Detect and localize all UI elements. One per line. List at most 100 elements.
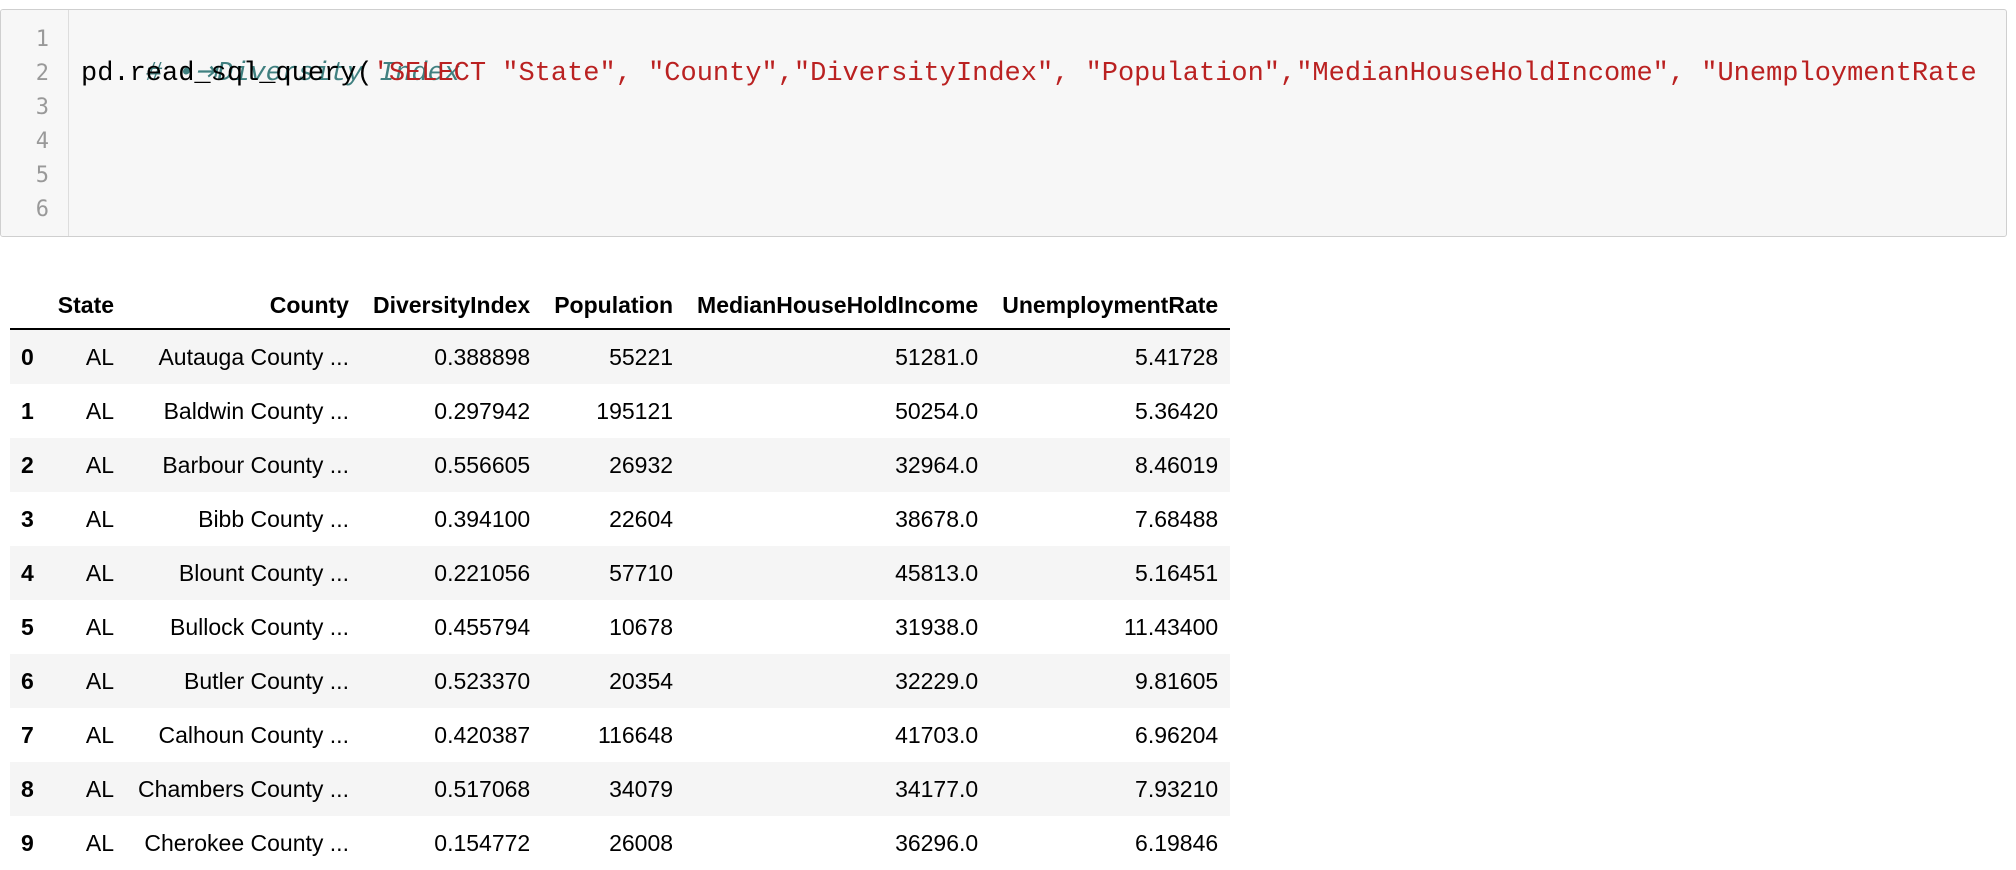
code-line-query[interactable]: pd.read_sql_query('SELECT "State", "Coun… bbox=[81, 57, 1977, 91]
cell-unemployment-rate: 6.19846 bbox=[1135, 829, 1219, 856]
cell-unemployment-rate: 5.16451 bbox=[1135, 559, 1219, 586]
cell-diversity-index: 0.420387 bbox=[434, 721, 531, 748]
row-index: 6 bbox=[21, 667, 34, 694]
cell-median-household-income: 32229.0 bbox=[895, 667, 979, 694]
column-header-county: County bbox=[126, 282, 361, 330]
cell-diversity-index: 0.394100 bbox=[434, 505, 531, 532]
cell-unemployment-rate: 11.43400 bbox=[1123, 613, 1219, 640]
cell-state: AL bbox=[85, 829, 115, 856]
cell-state: AL bbox=[85, 451, 115, 478]
cell-median-household-income: 38678.0 bbox=[895, 505, 979, 532]
cell-county: Cherokee County ... bbox=[144, 829, 349, 856]
cell-output: State County DiversityIndex Population M… bbox=[10, 282, 1231, 870]
cell-state: AL bbox=[85, 397, 115, 424]
cell-median-household-income: 45813.0 bbox=[895, 559, 979, 586]
code-function-call: pd.read_sql_query( bbox=[81, 59, 373, 89]
cell-state: AL bbox=[85, 613, 115, 640]
cell-unemployment-rate: 5.41728 bbox=[1135, 343, 1219, 370]
cell-median-household-income: 41703.0 bbox=[895, 721, 979, 748]
cell-county: Baldwin County ... bbox=[163, 397, 349, 424]
row-index: 7 bbox=[21, 721, 34, 748]
cell-population: 34079 bbox=[609, 775, 674, 802]
cell-median-household-income: 32964.0 bbox=[895, 451, 979, 478]
cell-diversity-index: 0.517068 bbox=[434, 775, 531, 802]
cell-county: Barbour County ... bbox=[162, 451, 349, 478]
row-index: 5 bbox=[21, 613, 34, 640]
cell-diversity-index: 0.297942 bbox=[434, 397, 531, 424]
row-index: 2 bbox=[21, 451, 34, 478]
code-cell-editor[interactable]: 1 2 3 4 5 6 # •⇥Diversity Index pd.read_… bbox=[0, 9, 2007, 237]
code-comment: # •⇥Diversity Index bbox=[145, 59, 461, 89]
table-row: 6 AL Butler County ... 0.523370 20354 32… bbox=[10, 654, 1231, 708]
cell-county: Bullock County ... bbox=[170, 613, 349, 640]
dataframe-table: State County DiversityIndex Population M… bbox=[10, 282, 1231, 870]
cell-unemployment-rate: 9.81605 bbox=[1135, 667, 1219, 694]
cell-county: Calhoun County ... bbox=[158, 721, 349, 748]
cell-population: 195121 bbox=[596, 397, 674, 424]
cell-population: 55221 bbox=[609, 343, 674, 370]
cell-median-household-income: 51281.0 bbox=[895, 343, 979, 370]
cell-state: AL bbox=[85, 559, 115, 586]
cell-state: AL bbox=[85, 775, 115, 802]
cell-state: AL bbox=[85, 721, 115, 748]
cell-diversity-index: 0.556605 bbox=[434, 451, 531, 478]
cell-unemployment-rate: 7.68488 bbox=[1135, 505, 1219, 532]
cell-unemployment-rate: 5.36420 bbox=[1135, 397, 1219, 424]
column-header-state: State bbox=[45, 282, 127, 330]
table-row: 3 AL Bibb County ... 0.394100 22604 3867… bbox=[10, 492, 1230, 546]
cell-median-household-income: 34177.0 bbox=[895, 775, 979, 802]
cell-diversity-index: 0.154772 bbox=[434, 829, 531, 856]
line-number: 3 bbox=[35, 95, 49, 120]
column-header-population: Population bbox=[542, 282, 686, 330]
line-number: 5 bbox=[35, 163, 49, 188]
cell-state: AL bbox=[85, 343, 115, 370]
line-number: 1 bbox=[35, 27, 49, 52]
column-header-median-household-income: MedianHouseHoldIncome bbox=[685, 282, 991, 330]
index-header bbox=[10, 282, 46, 330]
cell-population: 22604 bbox=[609, 505, 674, 532]
cell-county: Chambers County ... bbox=[138, 775, 349, 802]
code-line-comment[interactable]: # •⇥Diversity Index bbox=[81, 23, 460, 89]
row-index: 1 bbox=[21, 397, 34, 424]
cell-median-household-income: 36296.0 bbox=[895, 829, 979, 856]
row-index: 0 bbox=[21, 343, 34, 370]
cell-population: 10678 bbox=[609, 613, 674, 640]
cell-county: Blount County ... bbox=[178, 559, 349, 586]
cell-median-household-income: 31938.0 bbox=[895, 613, 979, 640]
table-row: 7 AL Calhoun County ... 0.420387 116648 … bbox=[10, 708, 1230, 762]
cell-county: Butler County ... bbox=[184, 667, 349, 694]
cell-state: AL bbox=[85, 667, 115, 694]
cell-county: Bibb County ... bbox=[198, 505, 349, 532]
cell-population: 116648 bbox=[598, 721, 674, 748]
column-header-diversity-index: DiversityIndex bbox=[360, 282, 543, 330]
cell-county: Autauga County ... bbox=[158, 343, 349, 370]
row-index: 8 bbox=[21, 775, 34, 802]
table-row: 9 AL Cherokee County ... 0.154772 26008 … bbox=[10, 816, 1230, 870]
row-index: 4 bbox=[21, 559, 34, 586]
column-header-unemployment-rate: UnemploymentRate bbox=[990, 282, 1231, 330]
row-index: 3 bbox=[21, 505, 34, 532]
cell-population: 26008 bbox=[609, 829, 674, 856]
cell-diversity-index: 0.388898 bbox=[434, 343, 531, 370]
table-row: 2 AL Barbour County ... 0.556605 26932 3… bbox=[10, 438, 1231, 492]
cell-diversity-index: 0.455794 bbox=[434, 613, 531, 640]
row-index: 9 bbox=[21, 829, 34, 856]
code-sql-string: 'SELECT "State", "County","DiversityInde… bbox=[372, 59, 1977, 89]
table-row: 4 AL Blount County ... 0.221056 57710 45… bbox=[10, 546, 1231, 600]
cell-unemployment-rate: 8.46019 bbox=[1135, 451, 1219, 478]
line-number: 6 bbox=[35, 197, 49, 222]
cell-diversity-index: 0.221056 bbox=[434, 559, 531, 586]
cell-diversity-index: 0.523370 bbox=[434, 667, 531, 694]
line-number-gutter: 1 2 3 4 5 6 bbox=[1, 10, 69, 236]
cell-unemployment-rate: 7.93210 bbox=[1135, 775, 1219, 802]
cell-median-household-income: 50254.0 bbox=[895, 397, 979, 424]
line-number: 2 bbox=[35, 61, 49, 86]
cell-population: 26932 bbox=[609, 451, 674, 478]
cell-unemployment-rate: 6.96204 bbox=[1135, 721, 1219, 748]
line-number: 4 bbox=[35, 129, 49, 154]
table-header-row: State County DiversityIndex Population M… bbox=[10, 282, 1231, 330]
table-row: 8 AL Chambers County ... 0.517068 34079 … bbox=[10, 762, 1231, 816]
cell-state: AL bbox=[85, 505, 115, 532]
table-row: 0 AL Autauga County ... 0.388898 55221 5… bbox=[10, 329, 1231, 384]
cell-population: 57710 bbox=[609, 559, 674, 586]
